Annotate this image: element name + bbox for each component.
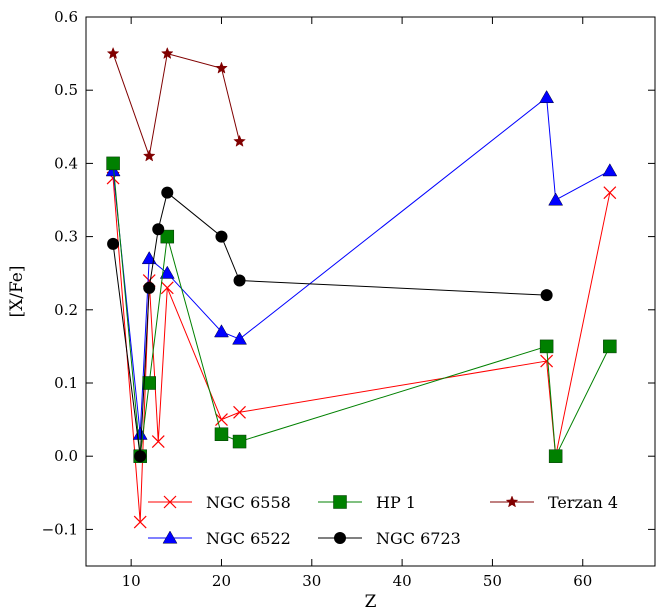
x-tick-label: 20: [212, 572, 231, 590]
data-point: [143, 281, 156, 294]
series-hp-1: [106, 156, 617, 463]
legend-label: NGC 6522: [206, 529, 291, 548]
data-point: [603, 186, 617, 200]
legend-item: NGC 6558: [148, 493, 291, 512]
y-tick-label: 0.1: [54, 374, 78, 392]
data-point: [539, 90, 555, 104]
legend-label: NGC 6558: [206, 493, 291, 512]
data-point: [232, 331, 247, 345]
x-tick-label: 50: [483, 572, 502, 590]
data-point: [159, 265, 175, 279]
data-point: [540, 354, 554, 368]
legend-label: HP 1: [376, 493, 416, 512]
legend: NGC 6558 NGC 6522 HP 1 NGC 6723 Terzan 4: [148, 493, 618, 548]
y-tick-label: 0.6: [54, 8, 78, 26]
legend-item: NGC 6522: [148, 529, 291, 548]
data-point: [602, 163, 618, 177]
data-point: [106, 156, 120, 171]
legend-label: NGC 6723: [376, 529, 461, 548]
data-point: [141, 251, 157, 265]
y-tick-label: 0.5: [54, 81, 78, 99]
y-tick-label: 0.4: [54, 154, 78, 172]
series-ngc-6522: [105, 90, 618, 440]
plot-frame: [85, 16, 656, 567]
x-tick-label: 40: [393, 572, 412, 590]
data-point: [142, 149, 156, 162]
data-point: [215, 61, 228, 74]
legend-marker: [163, 495, 177, 509]
data-point: [160, 281, 174, 295]
y-tick-label: 0.2: [54, 301, 78, 319]
series-line: [112, 96, 611, 435]
series-layer: [105, 46, 618, 529]
legend-marker: [333, 495, 347, 509]
data-point: [151, 435, 165, 448]
tick-labels: 10 20 30 40 50 60 −0.1 0.0 0.1 0.2 0.3 0.4 0.5 0.6: [42, 8, 593, 590]
x-tick-label: 60: [573, 572, 592, 590]
y-tick-label: 0.3: [54, 228, 78, 246]
data-point: [232, 434, 247, 449]
series-ngc-6558: [106, 171, 617, 529]
axis-ticks: [86, 16, 655, 566]
data-point: [132, 426, 148, 440]
data-point: [133, 515, 147, 529]
data-point: [107, 237, 120, 250]
legend-item: HP 1: [318, 493, 416, 512]
data-point: [215, 413, 228, 427]
data-point: [142, 376, 156, 390]
legend-marker: [334, 532, 346, 544]
series-line: [112, 191, 547, 457]
series-terzan-4: [106, 46, 246, 162]
data-point: [106, 46, 120, 60]
x-tick-label: 10: [122, 572, 141, 590]
data-point: [160, 229, 175, 244]
plot-area: [85, 16, 656, 567]
data-point: [152, 223, 165, 236]
data-point: [215, 230, 228, 243]
x-axis-label: Z: [365, 592, 377, 612]
series-line: [112, 163, 611, 459]
data-point: [233, 274, 246, 287]
y-tick-label: 0.0: [54, 447, 78, 465]
data-point: [603, 339, 617, 354]
y-axis-label: [X/Fe]: [7, 265, 27, 317]
data-point: [161, 186, 174, 199]
y-tick-label: −0.1: [42, 520, 78, 538]
data-point: [160, 46, 174, 60]
legend-marker: [505, 495, 519, 508]
x-tick-label: 30: [302, 572, 321, 590]
data-point: [134, 450, 147, 463]
legend-item: Terzan 4: [490, 493, 618, 512]
data-point: [233, 405, 246, 419]
data-point: [233, 134, 246, 147]
data-point: [548, 192, 564, 206]
data-point: [540, 289, 553, 302]
data-point: [214, 324, 229, 338]
legend-marker: [162, 530, 178, 544]
data-point: [214, 427, 229, 441]
legend-item: NGC 6723: [318, 529, 461, 548]
series-ngc-6723: [107, 186, 553, 463]
legend-label: Terzan 4: [548, 493, 618, 512]
data-point: [548, 449, 563, 463]
data-point: [539, 339, 554, 354]
series-line: [112, 178, 611, 523]
